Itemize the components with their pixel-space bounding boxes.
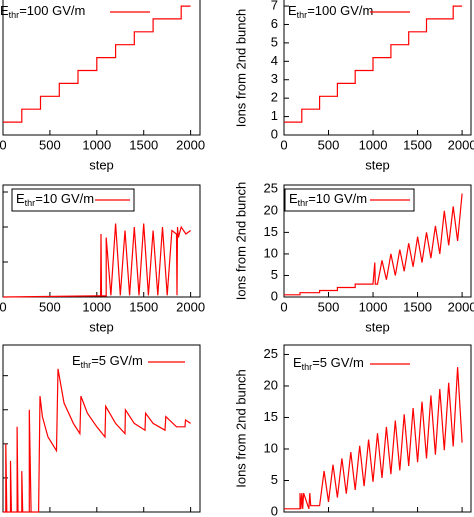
legend-label: Ethr=5 GV/m <box>293 355 364 372</box>
y-axis-label: Ions from 2nd bunch <box>233 9 248 128</box>
x-axis-label: step <box>365 319 390 334</box>
legend-box <box>11 188 135 212</box>
y-tick-label: 1 <box>271 108 278 123</box>
plot-frame <box>283 344 472 513</box>
legend-sub: thr <box>297 10 308 20</box>
data-line <box>284 367 463 510</box>
plot-frame <box>2 0 201 136</box>
x-tick-label: 1000 <box>82 299 111 314</box>
data-line <box>2 223 191 298</box>
y-tick-label: 7 <box>271 0 278 12</box>
x-tick-label: 2000 <box>176 137 205 152</box>
y-tick-label: 10 <box>264 440 278 455</box>
x-tick-label: 500 <box>318 137 340 152</box>
legend-rest: =10 GV/m <box>308 191 367 206</box>
data-line <box>3 368 191 513</box>
plot-frame <box>283 0 472 136</box>
legend-rest: =5 GV/m <box>91 353 143 368</box>
legend-main: E <box>72 353 81 368</box>
x-axis-label: step <box>89 319 114 334</box>
legend-sub: thr <box>25 198 36 208</box>
legend-rest: =5 GV/m <box>312 355 364 370</box>
y-axis-label: Ions from 2nd bunch <box>233 369 248 488</box>
plot-frame <box>2 344 201 513</box>
legend-sub: thr <box>302 362 313 372</box>
data-line <box>284 5 463 123</box>
x-tick-label: 2000 <box>448 299 474 314</box>
y-tick-label: 25 <box>264 181 278 196</box>
x-tick-label: 2000 <box>176 299 205 314</box>
legend-label: Ethr=100 GV/m <box>0 3 85 20</box>
x-tick-label: 1000 <box>359 137 388 152</box>
legend-label: Ethr=10 GV/m <box>16 191 94 208</box>
legend-sub: thr <box>9 10 20 20</box>
legend-main: E <box>16 191 25 206</box>
legend-rest: =100 GV/m <box>307 3 373 18</box>
legend-rest: =10 GV/m <box>35 191 94 206</box>
y-tick-label: 5 <box>271 34 278 49</box>
x-tick-label: 0 <box>280 299 287 314</box>
x-tick-label: 1000 <box>82 137 111 152</box>
legend-main: E <box>293 355 302 370</box>
x-tick-label: 500 <box>318 299 340 314</box>
x-tick-label: 1500 <box>403 137 432 152</box>
plot-frame <box>283 184 472 298</box>
x-tick-label: 1500 <box>403 299 432 314</box>
y-tick-label: 3 <box>271 71 278 86</box>
legend-main: E <box>288 3 297 18</box>
legend-box <box>284 188 415 212</box>
x-tick-label: 0 <box>280 137 287 152</box>
x-tick-label: 0 <box>0 137 7 152</box>
x-tick-label: 500 <box>39 137 61 152</box>
y-tick-label: 4 <box>271 53 278 68</box>
x-tick-label: 500 <box>39 299 61 314</box>
legend-sub: thr <box>81 360 92 370</box>
legend-label: Ethr=10 GV/m <box>289 191 367 208</box>
legend-sub: thr <box>298 198 309 208</box>
x-tick-label: 1000 <box>359 299 388 314</box>
data-line <box>3 5 191 123</box>
y-tick-label: 5 <box>271 472 278 487</box>
x-axis-label: step <box>365 157 390 172</box>
y-tick-label: 20 <box>264 377 278 392</box>
x-tick-label: 1500 <box>129 137 158 152</box>
legend-label: Ethr=5 GV/m <box>72 353 143 370</box>
y-tick-label: 0 <box>271 503 278 517</box>
legend-rest: =100 GV/m <box>19 3 85 18</box>
x-tick-label: 1500 <box>129 299 158 314</box>
y-tick-label: 0 <box>271 126 278 141</box>
data-line <box>284 193 463 296</box>
plot-frame <box>2 184 201 298</box>
legend-label: Ethr=100 GV/m <box>288 3 373 20</box>
y-tick-label: 6 <box>271 16 278 31</box>
y-tick-label: 25 <box>264 346 278 361</box>
x-axis-label: step <box>89 157 114 172</box>
y-tick-label: 10 <box>264 245 278 260</box>
y-tick-label: 15 <box>264 224 278 239</box>
y-axis-label: Ions from 2nd bunch <box>233 182 248 301</box>
x-tick-label: 0 <box>0 299 7 314</box>
y-tick-label: 20 <box>264 202 278 217</box>
y-tick-label: 15 <box>264 409 278 424</box>
x-tick-label: 2000 <box>448 137 474 152</box>
legend-main: E <box>0 3 9 18</box>
legend-main: E <box>289 191 298 206</box>
y-tick-label: 5 <box>271 267 278 282</box>
y-tick-label: 2 <box>271 90 278 105</box>
y-tick-label: 0 <box>271 288 278 303</box>
